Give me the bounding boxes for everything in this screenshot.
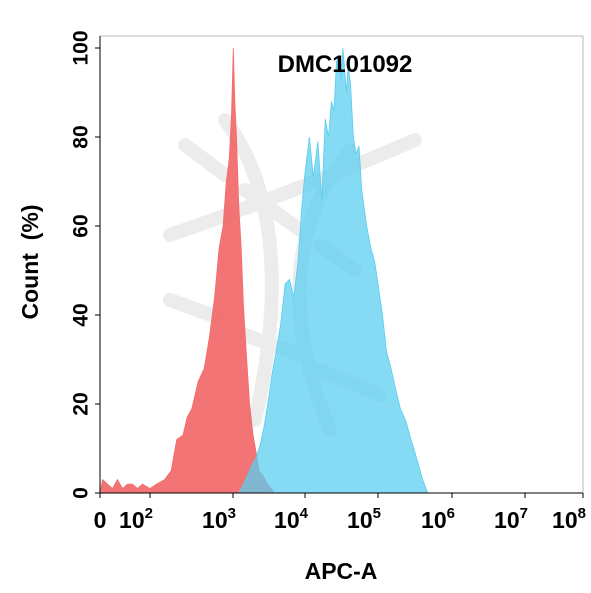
histogram-series-1 bbox=[99, 47, 275, 494]
x-tick-label: 106 bbox=[421, 505, 455, 533]
x-tick-label: 104 bbox=[274, 505, 309, 533]
plot-layer bbox=[99, 47, 429, 494]
x-tick-label: 0 bbox=[94, 507, 107, 533]
y-tick-label: 60 bbox=[70, 214, 93, 237]
chart-title: DMC101092 bbox=[278, 51, 413, 78]
ticks-layer: 0 20 40 60 80 100 0 102 103 104 105 106 107 108 bbox=[70, 30, 586, 533]
y-axis-label: Count (%) bbox=[17, 205, 43, 320]
x-tick-label: 108 bbox=[552, 505, 586, 533]
x-tick-label: 107 bbox=[494, 505, 528, 533]
x-tick-label: 105 bbox=[347, 505, 381, 533]
x-tick-label: 102 bbox=[119, 505, 153, 533]
x-tick-label: 103 bbox=[202, 505, 236, 533]
x-axis-label: APC-A bbox=[305, 558, 378, 584]
y-tick-label: 0 bbox=[70, 487, 93, 499]
histogram-series-2 bbox=[238, 47, 429, 494]
y-tick-label: 20 bbox=[70, 392, 93, 415]
y-tick-label: 100 bbox=[70, 30, 93, 65]
y-tick-label: 40 bbox=[70, 303, 93, 326]
y-tick-label: 80 bbox=[70, 125, 93, 148]
axes-layer bbox=[99, 35, 584, 494]
